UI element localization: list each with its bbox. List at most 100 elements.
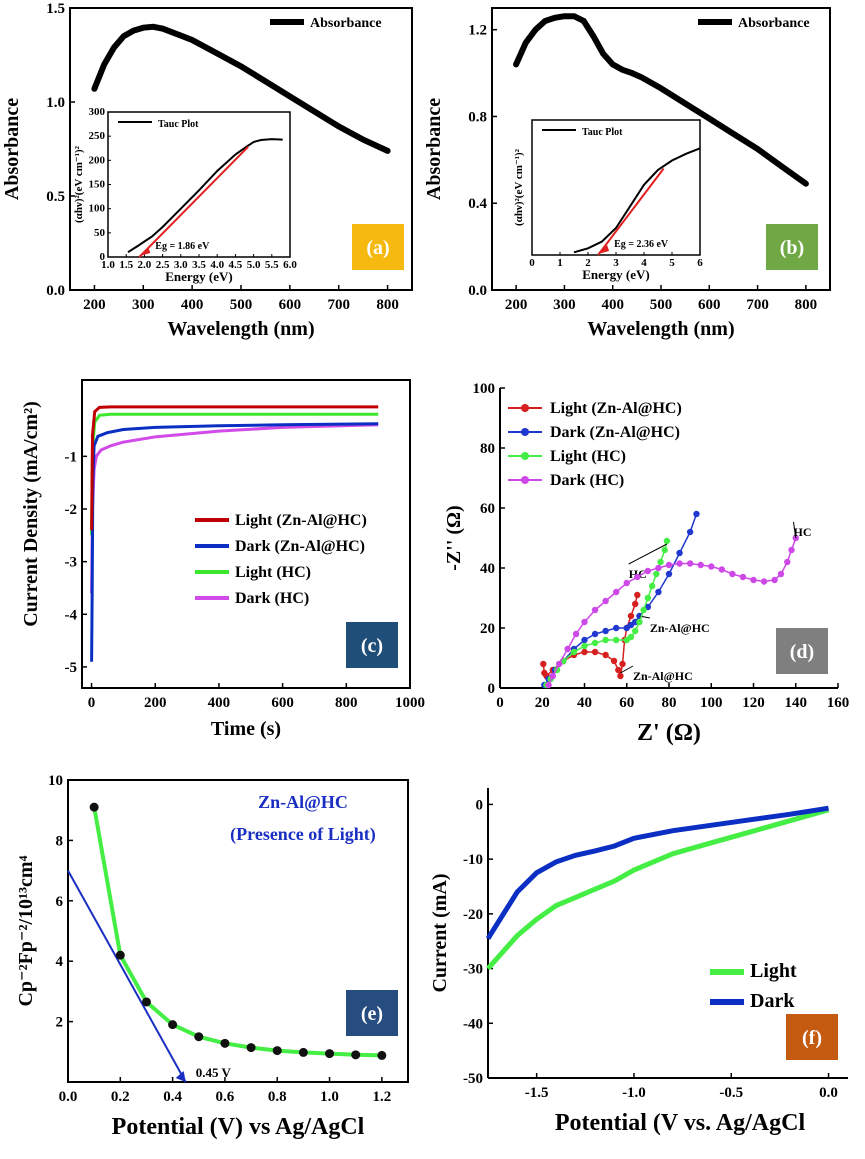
y-tick-label-f: 0	[476, 797, 484, 813]
fit-line-e	[67, 870, 187, 1083]
series-point-e	[141, 997, 151, 1007]
series-tag-d-0: Zn-Al@HC	[633, 669, 693, 683]
y-tick-label-f: -20	[463, 907, 483, 923]
series-point-d-1	[612, 624, 620, 632]
series-point-e	[246, 1043, 256, 1053]
series-line-e	[92, 806, 382, 1058]
y-tick-label-e: 8	[56, 833, 64, 849]
legend-entry-c-3: Dark (HC)	[235, 590, 309, 607]
legend-entry-inset-b: Tauc Plot	[582, 127, 623, 138]
series-point-d-2	[653, 570, 660, 578]
y-tick-label-a: 0.5	[46, 189, 65, 205]
x-tick-label-f: -0.5	[719, 1085, 743, 1101]
series-point-d-1	[591, 630, 599, 638]
y-axis-label-b: Absorbance	[423, 98, 445, 200]
y-tick-label-f: -10	[463, 852, 483, 868]
series-point-d-3	[729, 570, 736, 578]
series-point-e	[272, 1046, 282, 1056]
series-line-c-3	[90, 405, 379, 531]
y-tick-label-d: 80	[480, 441, 495, 457]
series-point-d-0	[615, 666, 622, 674]
panel-label-c: (c)	[361, 635, 383, 657]
y-tick-label-c: -5	[65, 660, 78, 676]
inset-tauc-curve-a	[127, 138, 283, 254]
y-tick-label-d: 20	[480, 621, 495, 637]
series-point-d-2	[612, 636, 620, 644]
series-point-d-0	[617, 672, 624, 680]
y-tick-label-f: -40	[463, 1016, 483, 1032]
series-point-e	[325, 1049, 335, 1059]
series-tag-d-3: HC	[794, 525, 812, 539]
y-tick-label-e: 10	[48, 773, 63, 789]
inset-y-tick-label-a: 150	[89, 179, 106, 191]
legend-entry-d-0: Light (Zn-Al@HC)	[550, 400, 682, 417]
fit-arrow-e	[175, 1071, 186, 1082]
legend-marker-d-3	[521, 476, 529, 484]
inset-x-axis-label-b: Energy (eV)	[582, 267, 650, 282]
inset-x-tick-label-b: 2	[585, 257, 591, 269]
series-point-d-1	[676, 549, 683, 557]
inset-y-tick-label-a: 300	[89, 106, 106, 118]
series-point-d-3	[602, 597, 609, 605]
x-tick-label-c: 200	[144, 695, 167, 711]
y-axis-label-f: Current (mA)	[429, 873, 451, 992]
y-tick-label-e: 6	[56, 894, 64, 910]
x-tick-label-d: 120	[742, 695, 765, 711]
series-point-d-3	[545, 681, 552, 689]
y-tick-label-b: 1.2	[468, 23, 487, 39]
inset-tauc-fit-b	[597, 167, 665, 256]
x-tick-label-c: 600	[271, 695, 294, 711]
series-point-d-3	[581, 618, 588, 626]
y-tick-label-e: 4	[56, 954, 64, 970]
x-tick-label-b: 300	[553, 297, 576, 313]
inset-x-tick-label-b: 4	[641, 257, 647, 269]
series-point-d-2	[648, 582, 656, 590]
x-tick-label-b: 400	[601, 297, 624, 313]
chart-f: -1.5 -1.0 -0.5 0.0 -50 -40 -30 -20 -10 0 Potential…	[429, 788, 848, 1136]
x-tick-label-b: 200	[505, 297, 528, 313]
inset-x-tick-label-a: 2.0	[138, 259, 152, 271]
x-tick-label-b: 800	[795, 297, 818, 313]
plot-frame-e	[67, 779, 409, 1083]
x-tick-label-b: 700	[746, 297, 769, 313]
inset-frame-b	[531, 119, 701, 256]
series-point-d-0	[602, 651, 609, 659]
legend-entry-d-2: Light (HC)	[550, 448, 626, 465]
series-point-d-2	[644, 594, 652, 602]
y-axis-label-e: Cp⁻²Fp⁻²/10¹³cm⁴	[15, 855, 37, 1006]
y-tick-label-f: -50	[463, 1071, 483, 1087]
panel-label-box-b	[766, 224, 818, 270]
series-point-d-3	[760, 578, 768, 585]
y-tick-label-c: -1	[65, 449, 78, 465]
inset-y-tick-label-a: 0	[100, 251, 106, 263]
series-point-d-1	[602, 627, 609, 635]
series-point-d-1	[581, 636, 588, 644]
series-point-e	[220, 1038, 230, 1048]
series-point-e	[115, 950, 125, 960]
y-tick-label-c: -4	[65, 607, 78, 623]
inset-tauc-fit-a	[138, 146, 249, 258]
x-tick-label-c: 400	[208, 695, 231, 711]
series-point-d-2	[627, 633, 635, 641]
inset-y-tick-label-a: 100	[89, 203, 106, 215]
y-tick-label-c: -3	[65, 555, 78, 571]
series-point-d-0	[627, 612, 635, 620]
series-point-e	[194, 1032, 204, 1042]
panel-label-f: (f)	[802, 1027, 822, 1049]
chart-d: 0 20 40 60 80 100 120 140 160 0 20 40 60 80 100 Z' (Ω) -…	[443, 381, 849, 746]
series-point-d-3	[784, 558, 791, 566]
series-point-d-0	[581, 648, 588, 656]
x-tick-label-d: 20	[535, 695, 550, 711]
series-point-d-2	[661, 546, 668, 554]
panel-label-box-a	[352, 224, 404, 270]
x-tick-label-e: 1.0	[320, 1089, 339, 1105]
x-tick-label-d: 80	[662, 695, 677, 711]
y-tick-label-d: 40	[480, 561, 495, 577]
series-line-absorbance-a	[91, 23, 391, 154]
series-point-d-3	[788, 546, 795, 554]
y-tick-label-e: 2	[56, 1015, 64, 1031]
inset-y-axis-label-a: (αhν)²(eV cm⁻¹)²	[73, 145, 85, 223]
inset-x-tick-label-a: 2.5	[156, 259, 170, 271]
x-tick-label-a: 400	[181, 297, 204, 313]
series-point-d-2	[632, 627, 639, 635]
